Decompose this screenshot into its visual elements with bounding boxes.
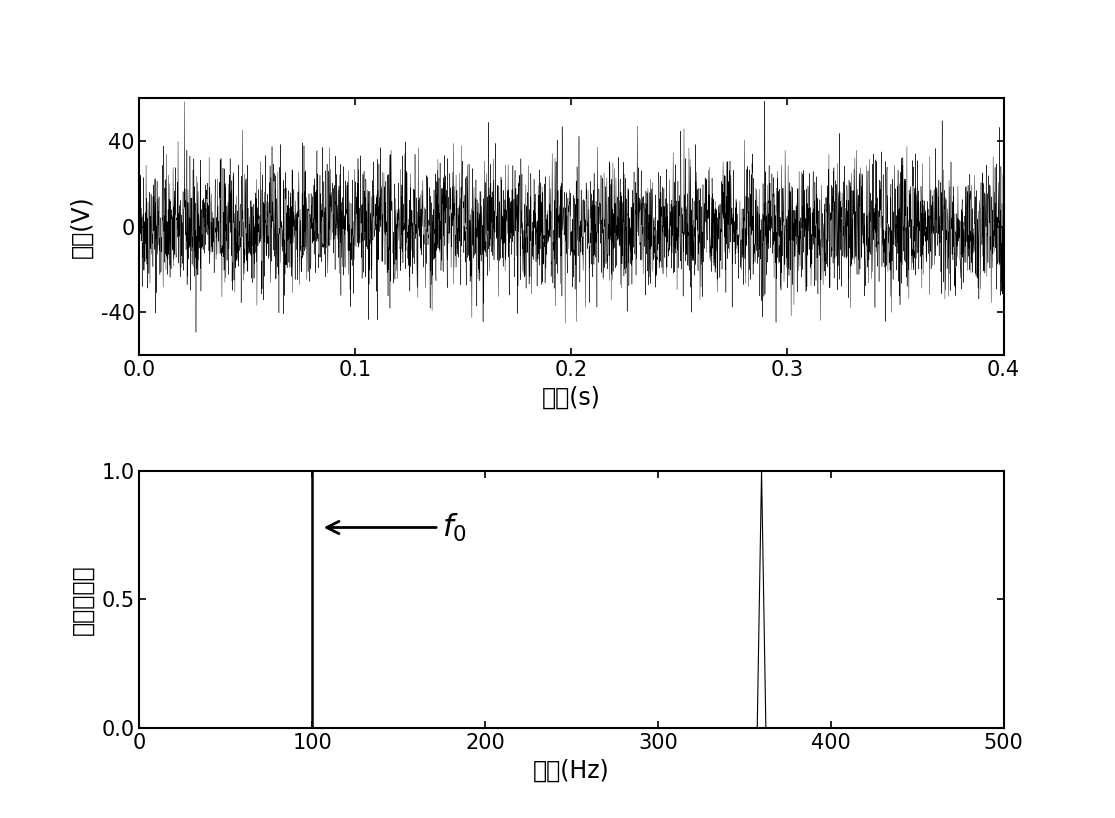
X-axis label: 时间(s): 时间(s) [542,385,601,410]
Text: $f_0$: $f_0$ [327,511,467,543]
X-axis label: 频率(Hz): 频率(Hz) [533,758,610,783]
Y-axis label: 幅値(V): 幅値(V) [69,196,94,258]
Y-axis label: 归一化功率: 归一化功率 [70,564,95,635]
